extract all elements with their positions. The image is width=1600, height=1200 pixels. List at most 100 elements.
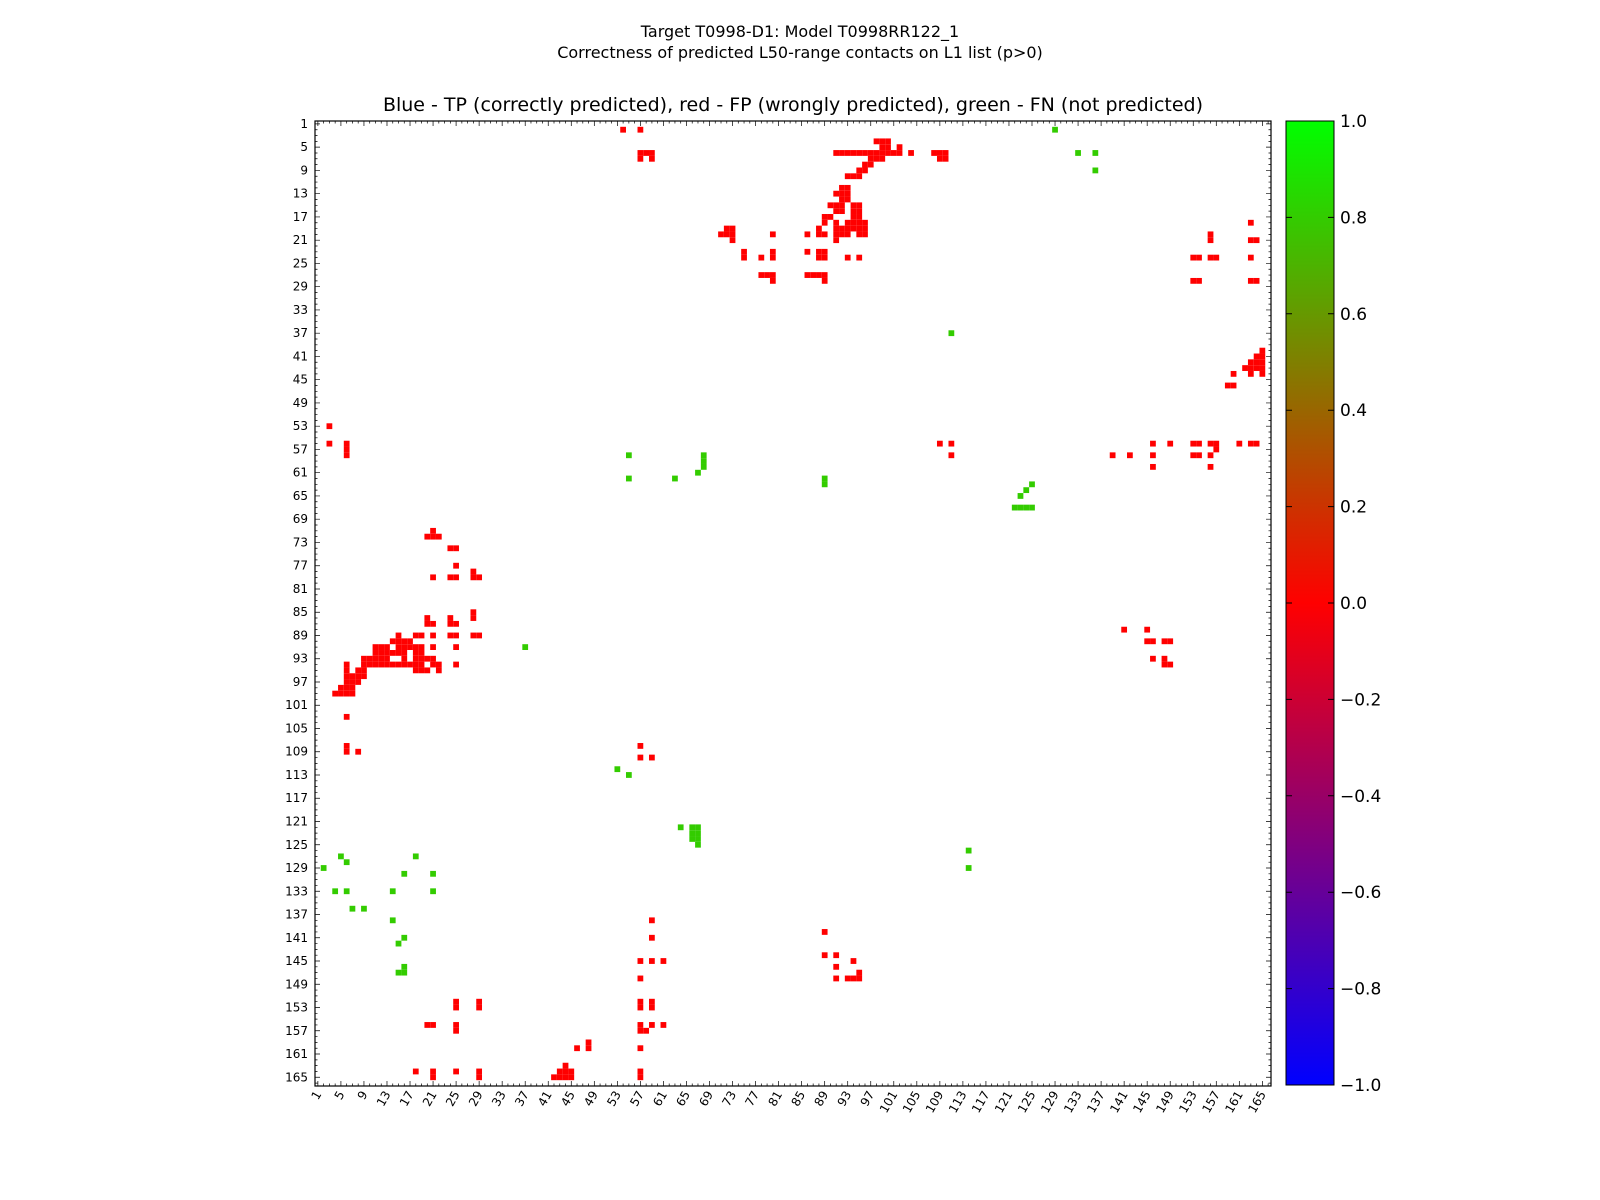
fp-contact-cell	[453, 644, 459, 650]
fp-contact-cell	[430, 1068, 436, 1075]
y-tick-label: 153	[285, 1001, 308, 1015]
x-axis-tick-labels: 1 5 9 13 17 21 25 29 33 37 41 45 49 53 57 61 65 69 73 77 81 8…	[309, 1089, 1269, 1116]
fp-contact-cell	[821, 254, 828, 261]
x-tick-label: 9	[355, 1089, 371, 1103]
colorbar-ticks: 1.0 0.8 0.6 0.4 0.2 0.0 −0.2 −0.4 −0.6 −0.8 −1.0	[1286, 112, 1381, 1096]
fp-contact-cell	[758, 272, 765, 278]
fp-contact-cell	[850, 958, 857, 964]
fp-contact-cell	[862, 150, 868, 156]
fp-contact-cell	[430, 574, 436, 581]
x-tick-label: 121	[992, 1089, 1016, 1116]
fp-contact-cell	[384, 650, 390, 656]
fp-contact-cell	[637, 754, 644, 761]
fn-contact-cell	[401, 870, 408, 877]
fp-contact-cell	[637, 1045, 644, 1052]
fn-contact-cell	[677, 824, 684, 831]
fp-contact-cell	[349, 679, 356, 685]
fp-contact-cell	[856, 254, 863, 261]
fp-contact-cell	[562, 1068, 569, 1075]
fp-contact-cell	[1247, 254, 1254, 261]
fn-contact-cell	[689, 824, 696, 831]
fp-contact-cell	[338, 684, 344, 691]
fp-contact-cell	[453, 1022, 459, 1028]
fp-contact-cell	[856, 150, 863, 156]
fp-contact-cell	[885, 144, 891, 151]
fp-contact-cell	[424, 615, 431, 621]
fp-contact-cell	[936, 155, 943, 162]
fp-contact-cell	[660, 1022, 667, 1028]
fp-contact-cell	[1190, 277, 1197, 284]
fp-contact-cell	[343, 748, 350, 755]
colorbar	[1285, 120, 1335, 1086]
fp-contact-cell	[435, 667, 442, 674]
fp-contact-cell	[384, 644, 390, 650]
fp-contact-cell	[833, 963, 840, 970]
fp-contact-cell	[1196, 277, 1202, 284]
fp-contact-cell	[1167, 661, 1174, 668]
fp-contact-cell	[412, 667, 419, 674]
fp-contact-cell	[1190, 254, 1197, 261]
fp-contact-cell	[856, 202, 863, 209]
fn-contact-cell	[821, 475, 828, 482]
fn-contact-cell	[338, 853, 344, 860]
colorbar-tick-label: 0.8	[1340, 208, 1367, 228]
fp-contact-cell	[758, 254, 765, 261]
fp-contact-cell	[821, 952, 828, 959]
fp-contact-cell	[1150, 655, 1156, 662]
fp-contact-cell	[885, 138, 891, 145]
x-tick-label: 13	[374, 1089, 394, 1109]
fp-contact-cell	[896, 150, 903, 156]
fn-contact-cell	[1017, 504, 1024, 511]
fp-contact-cell	[1207, 452, 1214, 459]
fn-contact-cell	[821, 481, 828, 488]
fp-contact-cell	[873, 155, 880, 162]
fn-contact-cell	[948, 330, 955, 337]
fp-contact-cell	[361, 655, 367, 662]
fp-contact-cell	[1230, 370, 1237, 377]
fp-contact-cell	[862, 219, 868, 226]
fp-contact-cell	[418, 655, 425, 662]
fp-contact-cell	[476, 998, 483, 1005]
y-tick-label: 65	[293, 489, 308, 503]
fp-contact-cell	[1253, 277, 1260, 284]
fn-contact-cell	[1029, 504, 1035, 511]
y-tick-label: 113	[285, 768, 308, 782]
fn-contact-cell	[689, 836, 696, 842]
fp-contact-cell	[355, 667, 362, 674]
fp-contact-cell	[568, 1074, 575, 1081]
y-tick-label: 45	[293, 373, 308, 387]
fp-contact-cell	[839, 231, 845, 238]
fp-contact-cell	[850, 208, 857, 215]
fn-contact-cell	[1017, 493, 1024, 499]
fp-contact-cell	[343, 440, 350, 447]
fp-contact-cell	[1259, 365, 1266, 371]
x-tick-label: 65	[673, 1089, 693, 1109]
fp-contact-cell	[343, 673, 350, 680]
fn-contact-cell	[695, 824, 701, 831]
y-tick-label: 81	[293, 582, 308, 596]
fp-contact-cell	[1247, 219, 1254, 226]
fp-contact-cell	[453, 1068, 459, 1075]
fp-contact-cell	[844, 173, 851, 180]
fp-contact-cell	[844, 219, 851, 226]
fp-contact-cell	[412, 632, 419, 639]
fp-contact-cell	[447, 620, 454, 627]
y-tick-label: 85	[293, 605, 308, 619]
fp-contact-cell	[343, 684, 350, 691]
fp-contact-cell	[821, 272, 828, 278]
y-tick-label: 9	[300, 163, 308, 177]
fn-contact-cell	[401, 969, 408, 976]
fp-contact-cell	[453, 620, 459, 627]
fp-contact-cell	[343, 446, 350, 453]
fp-contact-cell	[556, 1074, 563, 1081]
fp-contact-cell	[453, 1027, 459, 1034]
fp-contact-cell	[1207, 254, 1214, 261]
fp-contact-cell	[844, 231, 851, 238]
fp-contact-cell	[447, 545, 454, 552]
fp-contact-cell	[470, 615, 477, 621]
x-tick-label: 109	[923, 1089, 947, 1116]
colorbar-tick-label: 1.0	[1340, 112, 1367, 132]
fp-contact-cell	[890, 150, 897, 156]
fp-contact-cell	[424, 655, 431, 662]
fp-contact-cell	[844, 975, 851, 982]
